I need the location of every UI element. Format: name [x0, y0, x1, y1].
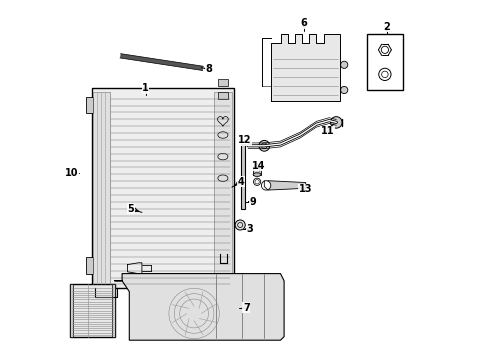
- Polygon shape: [120, 54, 203, 71]
- Text: 1: 1: [142, 83, 148, 93]
- Bar: [91, 88, 233, 288]
- Polygon shape: [115, 274, 284, 340]
- Bar: [86, 257, 92, 274]
- Bar: [366, 34, 402, 90]
- Text: 4: 4: [237, 177, 244, 187]
- Text: 10: 10: [65, 168, 78, 178]
- Text: 5: 5: [127, 204, 134, 214]
- Circle shape: [235, 220, 244, 230]
- Bar: [253, 168, 261, 175]
- Text: 12: 12: [237, 135, 251, 145]
- Text: 8: 8: [204, 64, 211, 74]
- Text: 6: 6: [300, 18, 306, 28]
- Circle shape: [340, 86, 347, 94]
- Bar: [217, 92, 228, 99]
- Polygon shape: [271, 34, 339, 101]
- Bar: [217, 79, 228, 86]
- Circle shape: [330, 117, 342, 128]
- Text: 14: 14: [252, 161, 265, 171]
- Text: 9: 9: [248, 197, 255, 207]
- Text: 11: 11: [320, 126, 333, 136]
- Bar: [213, 92, 231, 284]
- Circle shape: [340, 61, 347, 68]
- Bar: [86, 97, 92, 113]
- Circle shape: [261, 181, 270, 190]
- Ellipse shape: [253, 173, 261, 176]
- Bar: [241, 144, 244, 209]
- Bar: [93, 92, 109, 284]
- Bar: [112, 284, 115, 337]
- Text: 13: 13: [298, 184, 312, 194]
- Ellipse shape: [253, 166, 261, 170]
- Text: 2: 2: [383, 22, 389, 32]
- Circle shape: [258, 140, 269, 151]
- Text: 7: 7: [243, 303, 249, 313]
- Bar: [70, 284, 73, 337]
- Bar: [70, 284, 115, 337]
- Text: 3: 3: [246, 224, 253, 234]
- Polygon shape: [264, 181, 305, 190]
